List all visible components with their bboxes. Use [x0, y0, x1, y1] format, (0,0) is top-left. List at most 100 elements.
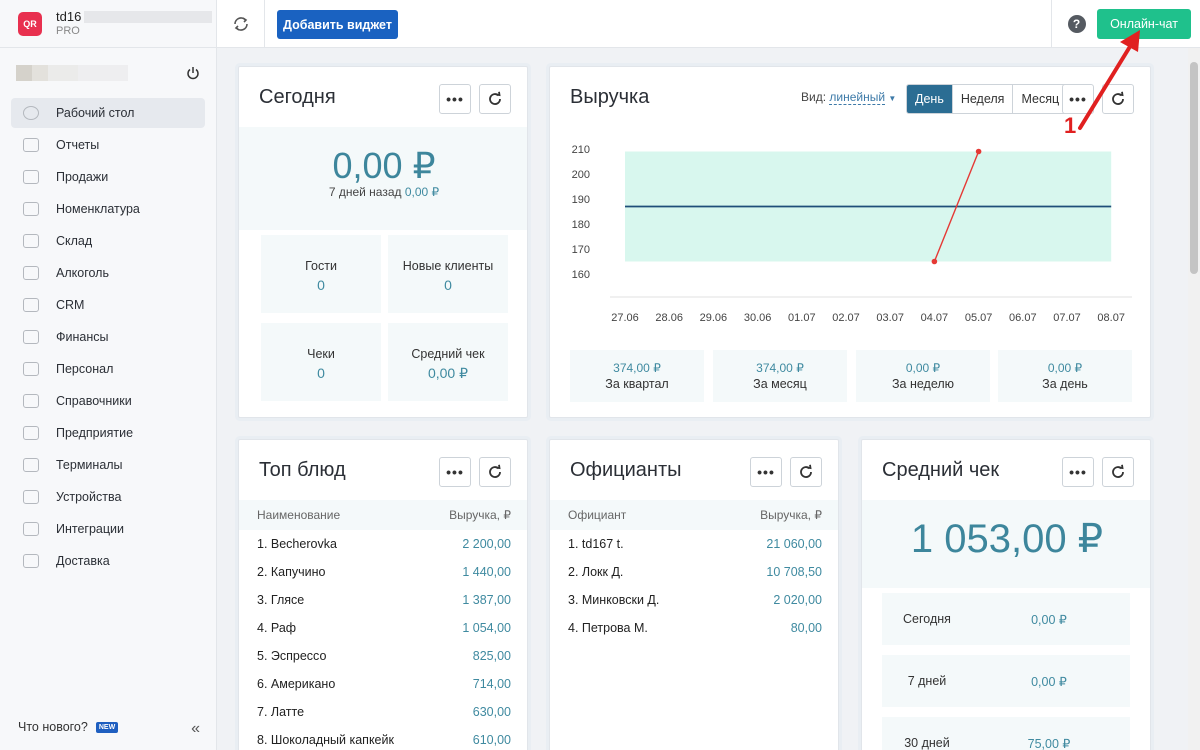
period-tab[interactable]: Неделя	[953, 85, 1014, 113]
sidebar-item[interactable]: Продажи	[11, 162, 205, 192]
view-selector[interactable]: Вид: линейный ▼	[801, 90, 897, 105]
sidebar-item[interactable]: Финансы	[11, 322, 205, 352]
collapse-sidebar-icon[interactable]: «	[191, 720, 200, 737]
waiters-widget: Официанты ••• Официант Выручка, ₽ 1. td16…	[549, 439, 839, 750]
terminal-icon	[23, 458, 39, 472]
period-value: 0,00 ₽	[1047, 361, 1083, 375]
view-label: Вид:	[801, 90, 827, 104]
x-tick-label: 28.06	[655, 312, 683, 324]
x-tick-label: 04.07	[921, 312, 949, 324]
stat-cell: Чеки 0	[261, 323, 381, 401]
account-plan: PRO	[56, 24, 80, 37]
sidebar-item[interactable]: CRM	[11, 290, 205, 320]
avg-period-label: Сегодня	[882, 593, 972, 645]
sidebar-item-label: Интеграции	[56, 522, 125, 536]
sidebar-item[interactable]: Персонал	[11, 354, 205, 384]
row-value: 1 054,00	[462, 621, 511, 635]
scrollbar-thumb[interactable]	[1190, 62, 1198, 274]
period-tab[interactable]: День	[907, 85, 953, 113]
average-check-amount: 1 053,00 ₽	[910, 517, 1104, 561]
row-value: 610,00	[472, 733, 511, 747]
sync-icon	[233, 17, 248, 31]
more-button[interactable]: •••	[439, 457, 471, 487]
stat-cell: Гости 0	[261, 235, 381, 313]
sidebar-item[interactable]: Предприятие	[11, 418, 205, 448]
page-scrollbar[interactable]	[1188, 48, 1200, 750]
sidebar-item-label: Терминалы	[56, 458, 123, 472]
row-name: 3. Глясе	[257, 593, 305, 607]
stat-label: Новые клиенты	[402, 259, 494, 273]
period-label: За месяц	[753, 377, 807, 391]
refresh-button[interactable]	[1102, 84, 1134, 114]
comparison-value: 0,00 ₽	[404, 185, 440, 199]
delivery-icon	[23, 554, 39, 568]
nomenclature-icon	[23, 202, 39, 216]
sidebar-item[interactable]: Алкоголь	[11, 258, 205, 288]
sidebar-item[interactable]: Устройства	[11, 482, 205, 512]
row-name: 6. Американо	[257, 677, 336, 691]
refresh-button[interactable]	[479, 457, 511, 487]
refresh-icon	[489, 91, 501, 105]
sync-button[interactable]	[217, 0, 265, 48]
add-widget-button[interactable]: Добавить виджет	[277, 10, 398, 39]
online-chat-button[interactable]: Онлайн-чат	[1097, 9, 1191, 39]
more-button[interactable]: •••	[439, 84, 471, 114]
table-row: 5. Эспрессо 825,00	[239, 642, 527, 670]
widget-title: Средний чек	[882, 459, 1000, 481]
refresh-button[interactable]	[1102, 457, 1134, 487]
sidebar-item[interactable]: Номенклатура	[11, 194, 205, 224]
caret-down-icon: ▼	[888, 94, 897, 103]
row-value: 2 200,00	[462, 537, 511, 551]
app-logo: QR	[18, 11, 42, 36]
column-value: Выручка, ₽	[449, 508, 511, 522]
refresh-button[interactable]	[479, 84, 511, 114]
x-tick-label: 30.06	[744, 312, 772, 324]
refresh-icon	[489, 464, 501, 478]
today-comparison: 7 дней назад 0,00 ₽	[239, 185, 527, 199]
refresh-icon	[1112, 464, 1124, 478]
power-icon[interactable]	[186, 66, 200, 80]
period-summary: 374,00 ₽ За месяц	[713, 350, 847, 402]
row-name: 1. Becherovka	[257, 537, 337, 551]
period-tab[interactable]: Месяц	[1021, 92, 1060, 106]
stat-label: Чеки	[307, 347, 335, 361]
dashboard-icon	[23, 106, 39, 120]
table-header: Наименование Выручка, ₽	[239, 500, 527, 530]
sidebar-item[interactable]: Интеграции	[11, 514, 205, 544]
sidebar-item[interactable]: Склад	[11, 226, 205, 256]
avg-period-value: 75,00 ₽	[968, 717, 1130, 750]
sidebar-item[interactable]: Доставка	[11, 546, 205, 576]
y-tick-label: 210	[572, 144, 590, 156]
y-tick-label: 200	[572, 169, 590, 181]
avg-period-value: 0,00 ₽	[968, 593, 1130, 645]
data-point[interactable]	[931, 258, 938, 265]
more-button[interactable]: •••	[1062, 457, 1094, 487]
today-summary: 0,00 ₽ 7 дней назад 0,00 ₽	[239, 127, 527, 230]
row-name: 4. Петрова М.	[568, 621, 648, 635]
more-button[interactable]: •••	[1062, 84, 1094, 114]
sidebar-item-label: Отчеты	[56, 138, 100, 152]
help-button[interactable]: ?	[1051, 0, 1101, 48]
row-name: 2. Капучино	[257, 565, 326, 579]
whats-new-link[interactable]: Что нового?	[18, 720, 88, 734]
stat-label: Средний чек	[411, 347, 485, 361]
sidebar-item[interactable]: Рабочий стол	[11, 98, 205, 128]
sidebar-item[interactable]: Отчеты	[11, 130, 205, 160]
row-value: 1 440,00	[462, 565, 511, 579]
period-value: 0,00 ₽	[905, 361, 941, 375]
more-button[interactable]: •••	[750, 457, 782, 487]
sidebar-item[interactable]: Терминалы	[11, 450, 205, 480]
table-row: 4. Раф 1 054,00	[239, 614, 527, 642]
view-value[interactable]: линейный	[829, 90, 886, 105]
reports-icon	[23, 138, 39, 152]
sidebar-item-label: Финансы	[56, 330, 109, 344]
sidebar-item-label: Алкоголь	[56, 266, 109, 280]
finance-icon	[23, 330, 39, 344]
y-tick-label: 180	[572, 219, 590, 231]
data-point[interactable]	[975, 148, 982, 155]
y-tick-label: 170	[572, 244, 590, 256]
sidebar-item-label: Склад	[56, 234, 93, 248]
refresh-button[interactable]	[790, 457, 822, 487]
stat-cell: Средний чек 0,00 ₽	[388, 323, 508, 401]
sidebar-item[interactable]: Справочники	[11, 386, 205, 416]
